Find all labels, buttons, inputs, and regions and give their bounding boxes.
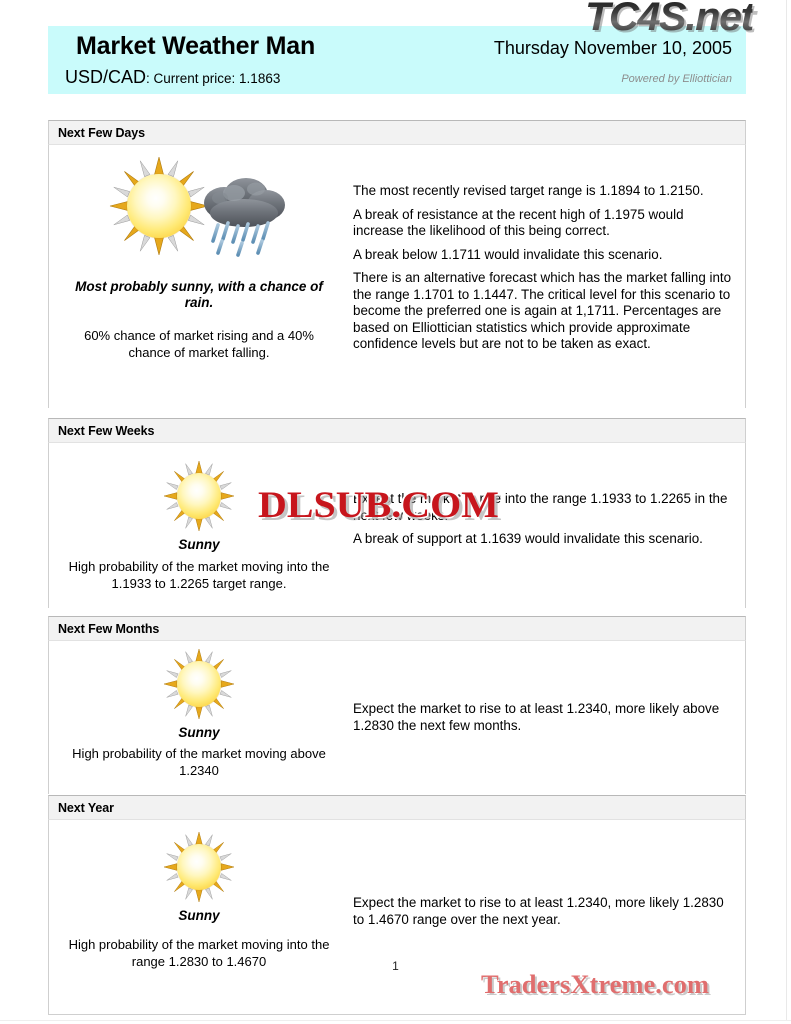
- forecast-condition: Sunny: [178, 537, 220, 552]
- forecast-detail-column: Expect the market to rise to at least 1.…: [349, 820, 745, 1014]
- weather-icon-wrap: [49, 820, 349, 902]
- sun-icon: [164, 832, 234, 902]
- sun-disc: [127, 174, 191, 238]
- section-body: Sunny High probability of the market mov…: [48, 443, 746, 608]
- section-title: Next Few Weeks: [58, 423, 155, 438]
- forecast-probability: High probability of the market moving in…: [68, 559, 330, 591]
- sun-disc: [177, 844, 221, 890]
- forecast-summary-column: Sunny High probability of the market mov…: [49, 641, 349, 794]
- section-next-few-days: Next Few Days: [48, 120, 746, 408]
- forecast-detail-column: Expect the market to rise into the range…: [349, 443, 745, 608]
- forecast-detail-column: The most recently revised target range i…: [349, 145, 745, 408]
- forecast-condition: Sunny: [178, 908, 220, 923]
- page-number: 1: [392, 959, 399, 973]
- forecast-paragraph: Expect the market to rise into the range…: [353, 491, 728, 523]
- forecast-paragraph: Expect the market to rise to at least 1.…: [353, 701, 720, 733]
- forecast-summary-column: Sunny High probability of the market mov…: [49, 443, 349, 608]
- powered-by-label: Powered by Elliottician: [621, 73, 732, 85]
- forecast-paragraph: A break of resistance at the recent high…: [353, 206, 684, 239]
- forecast-paragraph: The most recently revised target range i…: [353, 183, 704, 198]
- weather-icon-wrap: [49, 443, 349, 531]
- forecast-probability: 60% chance of market rising and a 40% ch…: [84, 328, 314, 360]
- section-body: Sunny High probability of the market mov…: [48, 641, 746, 794]
- tc4s-watermark: TC4S.net: [585, 0, 754, 37]
- instrument-line: USD/CAD: Current price: 1.1863: [65, 67, 280, 88]
- report-header: Market Weather Man USD/CAD: Current pric…: [48, 26, 746, 94]
- section-next-few-weeks: Next Few Weeks: [48, 418, 746, 608]
- currency-pair: USD/CAD: [65, 67, 147, 87]
- forecast-probability: High probability of the market moving in…: [68, 937, 330, 969]
- forecast-summary-column: Most probably sunny, with a chance of ra…: [49, 145, 349, 408]
- section-title: Next Year: [58, 800, 114, 815]
- tc4s-watermark-shadow: TC4S.net: [587, 0, 756, 39]
- sun-icon: [164, 649, 234, 719]
- dlsub-watermark: DLSUB.COM: [256, 485, 501, 526]
- section-body: Most probably sunny, with a chance of ra…: [48, 145, 746, 408]
- tradersxtreme-watermark: TradersXtreme.com: [479, 970, 710, 999]
- section-body: Sunny High probability of the market mov…: [48, 820, 746, 1015]
- sun-and-rain-cloud-icon: [108, 157, 210, 255]
- current-price: : Current price: 1.1863: [146, 71, 281, 86]
- forecast-condition: Most probably sunny, with a chance of ra…: [75, 279, 323, 310]
- forecast-summary-column: Sunny High probability of the market mov…: [49, 820, 349, 1014]
- weather-icon-wrap: [49, 641, 349, 719]
- forecast-paragraph: There is an alternative forecast which h…: [353, 270, 732, 351]
- page-right-edge: [786, 0, 791, 1024]
- sun-disc: [177, 661, 221, 707]
- page-bottom-edge: [0, 1020, 791, 1024]
- report-date: Thursday November 10, 2005: [493, 38, 732, 58]
- sun-icon: [164, 461, 234, 531]
- sun-disc: [177, 473, 221, 519]
- forecast-probability: High probability of the market moving ab…: [72, 746, 326, 778]
- page-title: Market Weather Man: [76, 32, 316, 60]
- forecast-condition: Sunny: [178, 725, 220, 740]
- section-header: Next Few Months: [48, 616, 746, 641]
- section-header: Next Few Weeks: [48, 418, 746, 443]
- forecast-paragraph: A break below 1.1711 would invalidate th…: [353, 246, 663, 262]
- section-header: Next Year: [48, 795, 746, 820]
- section-next-few-months: Next Few Months: [48, 616, 746, 794]
- forecast-paragraph: A break of support at 1.1639 would inval…: [353, 531, 703, 546]
- forecast-paragraph: Expect the market to rise to at least 1.…: [353, 895, 724, 927]
- rain-cloud-icon: [194, 171, 290, 263]
- section-header: Next Few Days: [48, 120, 746, 145]
- weather-icon-wrap: [49, 145, 349, 257]
- section-title: Next Few Days: [58, 125, 145, 140]
- section-next-year: Next Year: [48, 795, 746, 1015]
- section-title: Next Few Months: [58, 621, 160, 636]
- forecast-detail-column: Expect the market to rise to at least 1.…: [349, 641, 745, 794]
